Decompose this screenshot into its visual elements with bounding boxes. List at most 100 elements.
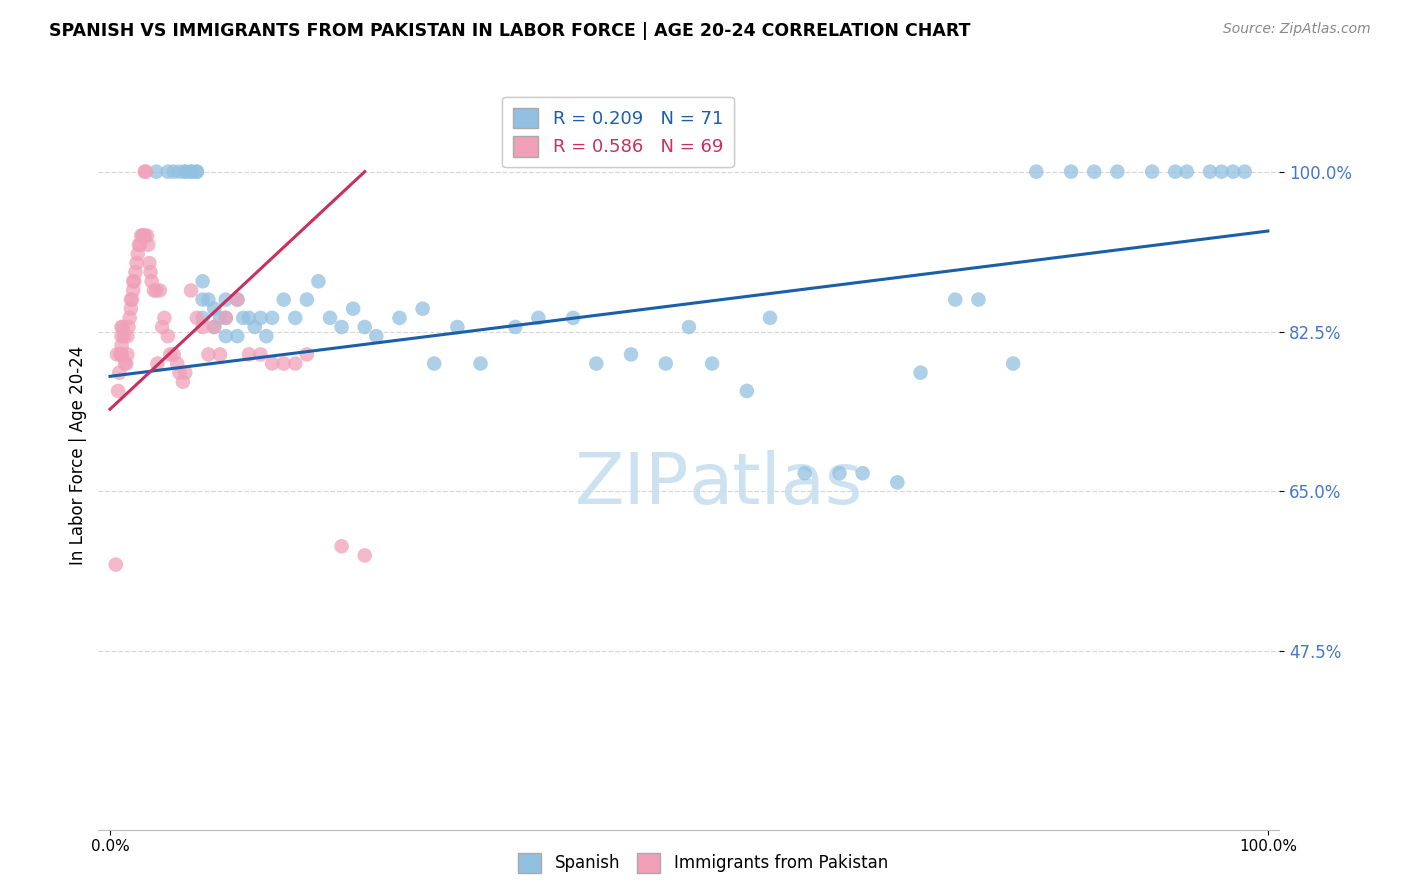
Point bbox=[238, 347, 260, 361]
Point bbox=[226, 293, 249, 307]
Point bbox=[117, 329, 139, 343]
Point bbox=[166, 357, 188, 371]
Point bbox=[215, 329, 238, 343]
Point bbox=[202, 320, 225, 334]
Point bbox=[180, 164, 202, 178]
Point bbox=[172, 375, 194, 389]
Point bbox=[254, 329, 277, 343]
Point bbox=[186, 310, 208, 325]
Point bbox=[249, 347, 271, 361]
Point bbox=[117, 347, 139, 361]
Point bbox=[141, 274, 163, 288]
Point bbox=[153, 310, 176, 325]
Point bbox=[1199, 164, 1222, 178]
Point bbox=[412, 301, 434, 316]
Point bbox=[174, 164, 197, 178]
Point bbox=[215, 310, 238, 325]
Point bbox=[145, 284, 167, 298]
Point bbox=[1164, 164, 1187, 178]
Point bbox=[1107, 164, 1129, 178]
Point bbox=[1175, 164, 1198, 178]
Point bbox=[145, 164, 167, 178]
Point bbox=[330, 320, 353, 334]
Point bbox=[129, 228, 152, 243]
Point bbox=[105, 347, 128, 361]
Point bbox=[112, 329, 135, 343]
Point bbox=[174, 366, 197, 380]
Point bbox=[125, 256, 148, 270]
Point bbox=[128, 237, 150, 252]
Point bbox=[110, 347, 132, 361]
Point bbox=[793, 466, 815, 480]
Point bbox=[191, 320, 214, 334]
Point bbox=[120, 301, 142, 316]
Point bbox=[139, 265, 162, 279]
Point bbox=[110, 347, 132, 361]
Point bbox=[174, 164, 197, 178]
Point bbox=[110, 347, 132, 361]
Point bbox=[620, 347, 643, 361]
Point bbox=[273, 357, 295, 371]
Point bbox=[353, 549, 375, 563]
Point bbox=[186, 164, 208, 178]
Point bbox=[678, 320, 700, 334]
Point bbox=[110, 329, 132, 343]
Y-axis label: In Labor Force | Age 20-24: In Labor Force | Age 20-24 bbox=[69, 345, 87, 565]
Point bbox=[169, 366, 191, 380]
Point bbox=[186, 164, 208, 178]
Point bbox=[115, 357, 138, 371]
Point bbox=[342, 301, 364, 316]
Point bbox=[943, 293, 966, 307]
Point bbox=[143, 284, 166, 298]
Point bbox=[366, 329, 388, 343]
Point bbox=[197, 347, 219, 361]
Point bbox=[1211, 164, 1233, 178]
Point bbox=[307, 274, 329, 288]
Legend: R = 0.209   N = 71, R = 0.586   N = 69: R = 0.209 N = 71, R = 0.586 N = 69 bbox=[502, 97, 734, 168]
Point bbox=[129, 237, 152, 252]
Point bbox=[215, 293, 238, 307]
Point bbox=[132, 228, 155, 243]
Point bbox=[191, 310, 214, 325]
Point bbox=[110, 338, 132, 352]
Point bbox=[118, 310, 141, 325]
Point bbox=[197, 293, 219, 307]
Point bbox=[562, 310, 585, 325]
Legend: Spanish, Immigrants from Pakistan: Spanish, Immigrants from Pakistan bbox=[512, 847, 894, 880]
Point bbox=[138, 256, 160, 270]
Point bbox=[180, 284, 202, 298]
Point bbox=[886, 475, 908, 490]
Point bbox=[284, 310, 307, 325]
Point bbox=[585, 357, 607, 371]
Point bbox=[202, 320, 225, 334]
Point bbox=[262, 310, 284, 325]
Text: SPANISH VS IMMIGRANTS FROM PAKISTAN IN LABOR FORCE | AGE 20-24 CORRELATION CHART: SPANISH VS IMMIGRANTS FROM PAKISTAN IN L… bbox=[49, 22, 970, 40]
Point bbox=[124, 274, 146, 288]
Point bbox=[111, 320, 134, 334]
Point bbox=[156, 164, 179, 178]
Point bbox=[273, 293, 295, 307]
Point bbox=[110, 320, 132, 334]
Point bbox=[169, 164, 191, 178]
Point bbox=[423, 357, 446, 371]
Point bbox=[208, 347, 231, 361]
Point bbox=[503, 320, 526, 334]
Point bbox=[735, 384, 758, 398]
Point bbox=[136, 237, 159, 252]
Point bbox=[163, 347, 186, 361]
Point bbox=[124, 265, 146, 279]
Point bbox=[114, 357, 136, 371]
Point bbox=[149, 284, 172, 298]
Point bbox=[135, 164, 157, 178]
Point bbox=[243, 320, 266, 334]
Text: Source: ZipAtlas.com: Source: ZipAtlas.com bbox=[1223, 22, 1371, 37]
Point bbox=[330, 539, 353, 553]
Point bbox=[122, 274, 145, 288]
Point bbox=[1002, 357, 1025, 371]
Point bbox=[470, 357, 492, 371]
Text: ZIP: ZIP bbox=[575, 450, 689, 519]
Point bbox=[295, 347, 318, 361]
Point bbox=[136, 228, 159, 243]
Point bbox=[910, 366, 932, 380]
Point bbox=[127, 247, 149, 261]
